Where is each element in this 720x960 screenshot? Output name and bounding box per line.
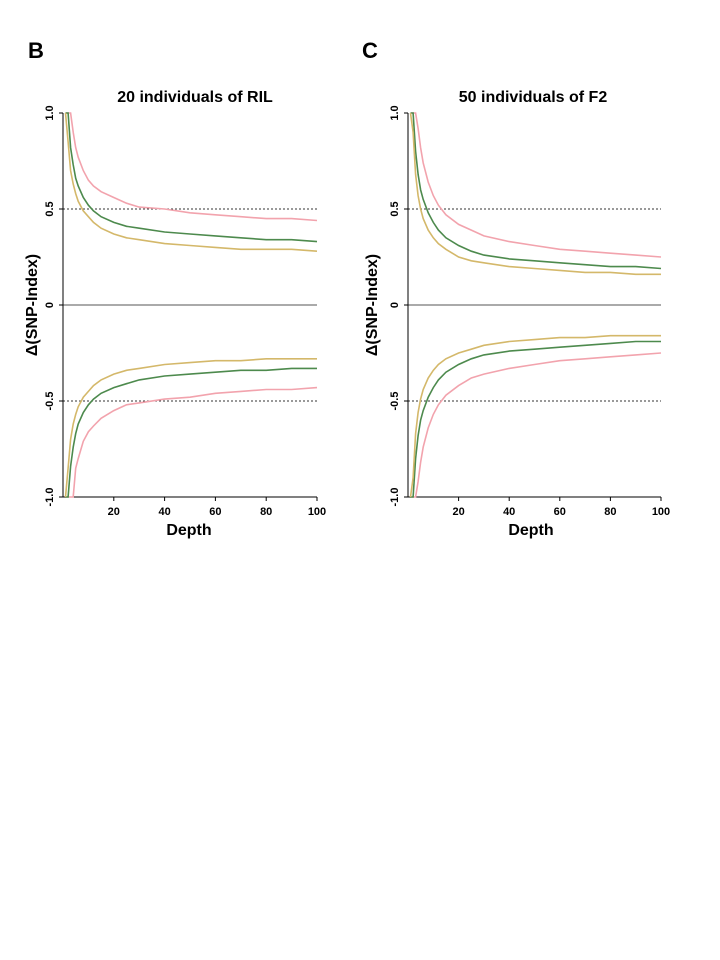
panel-b: B 20 individuals of RIL Depth Δ(SNP-Inde… [24, 38, 326, 539]
panel-b-series-1-upper-line [65, 112, 318, 222]
panel-b-y-tick-label: 1.0 [44, 105, 56, 120]
panel-c-series-2-lower-line [410, 340, 661, 498]
panel-b-y-axis-label: Δ(SNP-Index) [24, 254, 41, 356]
panel-c-series-1-upper-line [410, 112, 662, 258]
panel-b-series-1-lower-line [65, 386, 318, 498]
panel-c-x-tick-label: 40 [503, 506, 515, 518]
panel-b-x-tick-label: 40 [158, 506, 170, 518]
panel-c-title: 50 individuals of F2 [459, 89, 608, 106]
panel-c-series-3-upper-line [409, 112, 661, 276]
panel-b-x-axis-label: Depth [166, 522, 211, 539]
panel-c-series-1-lower-line [410, 352, 662, 498]
panel-b-series-3-lower-line [64, 357, 317, 498]
panel-c-y-tick-label: 0.5 [389, 201, 401, 216]
panel-c-x-tick-label: 60 [554, 506, 566, 518]
panel-c-y-axis-label: Δ(SNP-Index) [364, 254, 381, 356]
panel-c-x-tick-label: 20 [452, 506, 464, 518]
panel-c-series-3-lower-line [409, 334, 661, 498]
panel-b-x-tick-label: 20 [108, 506, 120, 518]
panel-c-series-2-upper-line [410, 112, 662, 270]
panel-c-x-tick-label: 100 [652, 506, 670, 518]
panel-b-title: 20 individuals of RIL [117, 89, 273, 106]
panel-b-y-tick-label: -0.5 [44, 392, 56, 411]
panel-b-x-tick-label: 60 [209, 506, 221, 518]
panel-b-series-2-lower-line [65, 367, 317, 498]
panel-b-x-tick-label: 80 [260, 506, 272, 518]
panel-b-series-3-upper-line [64, 112, 318, 252]
panel-c-y-tick-label: 1.0 [389, 105, 401, 120]
panel-c-y-tick-label: -1.0 [389, 488, 401, 507]
panel-b-y-tick-label: -1.0 [44, 488, 56, 507]
panel-c-y-tick-label: -0.5 [389, 392, 401, 411]
panel-c-y-tick-label: 0 [389, 302, 401, 308]
panel-b-series-2-upper-line [65, 112, 318, 243]
panel-b-y-tick-label: 0 [44, 302, 56, 308]
panel-c-x-axis-label: Depth [508, 522, 553, 539]
panel-c-x-tick-label: 80 [604, 506, 616, 518]
panel-c: C 50 individuals of F2 Depth Δ(SNP-Index… [362, 38, 670, 539]
panel-b-y-tick-label: 0.5 [44, 201, 56, 216]
panel-b-x-tick-label: 100 [308, 506, 326, 518]
panel-letter-b: B [28, 38, 44, 63]
panel-letter-c: C [362, 38, 378, 63]
